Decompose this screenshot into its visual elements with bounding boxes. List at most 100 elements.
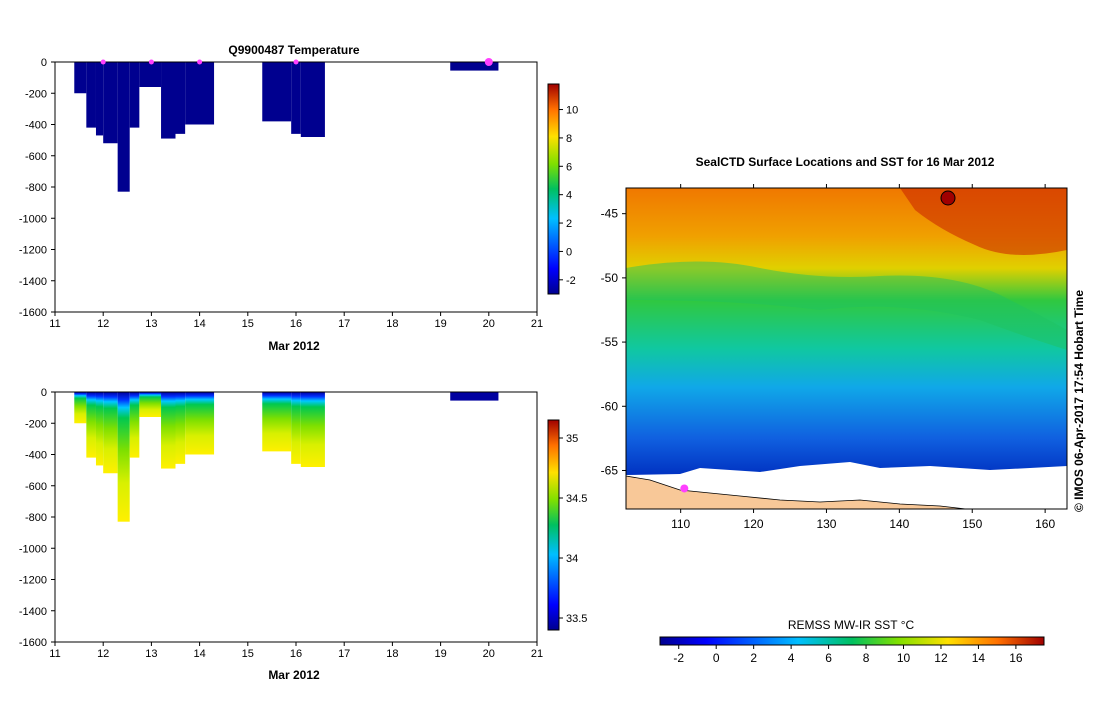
temperature-x-label: Mar 2012 xyxy=(268,339,320,353)
lon-tick-label: 160 xyxy=(1035,517,1055,531)
y-tick-label: -600 xyxy=(25,151,47,163)
y-tick-label: -1000 xyxy=(19,213,47,225)
salinity-profile-cell xyxy=(262,392,292,452)
x-tick-label: 16 xyxy=(290,648,302,660)
x-tick-label: 18 xyxy=(386,648,398,660)
sst-map-panel: SealCTD Surface Locations and SST for 16… xyxy=(601,155,1086,665)
temperature-profile-cell xyxy=(139,62,162,87)
sst-colorbar-tick-label: 8 xyxy=(863,651,870,665)
salinity-y-axis: 0 -200 -400 -600 -800 -1000 -1200 -1400 -1600 xyxy=(19,387,55,649)
temperature-profile-cell xyxy=(103,62,118,144)
temperature-y-axis: 0 -200 -400 -600 -800 -1000 -1200 -1400 -1600 xyxy=(19,57,55,319)
salinity-profile-cell xyxy=(291,392,301,464)
salinity-colorbar-ticks: 33.5 34 34.5 35 xyxy=(559,433,587,625)
x-tick-label: 19 xyxy=(434,318,446,330)
lon-tick-label: 120 xyxy=(744,517,764,531)
salinity-profile-cell xyxy=(450,392,499,401)
colorbar-tick-label: 0 xyxy=(566,246,572,258)
y-tick-label: -800 xyxy=(25,512,47,524)
salinity-profile-cell xyxy=(129,392,140,458)
temperature-profile-cell xyxy=(300,62,325,137)
temperature-profile-cell xyxy=(95,62,104,136)
x-tick-label: 17 xyxy=(338,648,350,660)
antarctica-land xyxy=(626,475,967,509)
temperature-profile-cell xyxy=(117,62,130,192)
salinity-profile-cell xyxy=(185,392,215,455)
sst-colorbar xyxy=(659,636,1045,646)
map-lat-axis: -45 -50 -55 -60 -65 xyxy=(601,207,626,477)
x-tick-label: 12 xyxy=(97,648,109,660)
colorbar-tick-label: 33.5 xyxy=(566,613,587,625)
temperature-colorbar xyxy=(547,83,560,295)
y-tick-label: -1600 xyxy=(19,307,47,319)
x-tick-label: 13 xyxy=(145,318,157,330)
x-tick-label: 21 xyxy=(531,648,543,660)
temperature-profile-cell xyxy=(175,62,186,134)
sst-colorbar-tick-label: 16 xyxy=(1009,651,1023,665)
tasmania-outline xyxy=(940,190,956,206)
x-tick-label: 12 xyxy=(97,318,109,330)
x-tick-label: 20 xyxy=(483,318,495,330)
map-title: SealCTD Surface Locations and SST for 16… xyxy=(696,155,995,169)
salinity-profile-cell xyxy=(139,392,162,417)
salinity-profile-cell xyxy=(117,392,130,522)
temperature-section-panel: Q9900487 Temperature 11 12 13 14 15 16 17 18 19 2… xyxy=(19,43,578,353)
y-tick-label: -200 xyxy=(25,418,47,430)
salinity-profile-cell xyxy=(74,392,87,424)
warm-core-patch xyxy=(900,188,1067,255)
green-front-band xyxy=(626,261,1067,350)
temperature-x-axis: 11 12 13 14 15 16 17 18 19 20 21 xyxy=(49,312,543,330)
temperature-title: Q9900487 Temperature xyxy=(228,43,360,57)
y-tick-label: 0 xyxy=(41,57,47,69)
salinity-x-label: Mar 2012 xyxy=(268,668,320,682)
lon-tick-label: 150 xyxy=(962,517,982,531)
lon-tick-label: 110 xyxy=(671,517,690,531)
colorbar-tick-label: 34 xyxy=(566,553,578,565)
colorbar-tick-label: 35 xyxy=(566,433,578,445)
sst-colorbar-tick-label: 2 xyxy=(750,651,757,665)
colorbar-tick-label: 2 xyxy=(566,218,572,230)
temperature-profile-cell xyxy=(185,62,215,125)
lat-tick-label: -50 xyxy=(601,271,619,285)
y-tick-label: -1200 xyxy=(19,575,47,587)
temperature-profile-cell xyxy=(86,62,96,128)
salinity-profile-cell xyxy=(103,392,118,474)
lat-tick-label: -65 xyxy=(601,463,619,477)
x-tick-label: 15 xyxy=(242,318,254,330)
profile-marker xyxy=(148,59,154,65)
map-credit: © IMOS 06-Apr-2017 17:54 Hobart Time xyxy=(1072,290,1086,512)
ctd-location-dot xyxy=(680,484,689,493)
sst-map xyxy=(626,188,1067,509)
x-tick-label: 19 xyxy=(434,648,446,660)
y-tick-label: -200 xyxy=(25,88,47,100)
salinity-profile-cell xyxy=(86,392,96,458)
colorbar-tick-label: 4 xyxy=(566,190,572,202)
x-tick-label: 14 xyxy=(193,318,205,330)
salinity-colorbar xyxy=(547,419,560,631)
lat-tick-label: -45 xyxy=(601,207,619,221)
temperature-profile-cell xyxy=(74,62,87,94)
sst-colorbar-tick-label: -2 xyxy=(673,651,684,665)
sst-colorbar-tick-label: 6 xyxy=(825,651,832,665)
x-tick-label: 13 xyxy=(145,648,157,660)
lat-tick-label: -55 xyxy=(601,335,619,349)
profile-marker xyxy=(293,59,299,65)
y-tick-label: 0 xyxy=(41,387,47,399)
colorbar-tick-label: -2 xyxy=(566,275,576,287)
x-tick-label: 17 xyxy=(338,318,350,330)
sst-colorbar-tick-label: 14 xyxy=(972,651,986,665)
colorbar-tick-label: 10 xyxy=(566,105,578,117)
profile-marker xyxy=(197,59,203,65)
y-tick-label: -1400 xyxy=(19,276,47,288)
temperature-profile-cell xyxy=(129,62,140,128)
y-tick-label: -1200 xyxy=(19,245,47,257)
y-tick-label: -800 xyxy=(25,182,47,194)
temperature-profile-markers xyxy=(100,58,493,66)
colorbar-tick-label: 34.5 xyxy=(566,493,587,505)
map-lon-axis: 110 120 130 140 150 160 xyxy=(671,184,1055,531)
sst-colorbar-tick-label: 4 xyxy=(788,651,795,665)
y-tick-label: -400 xyxy=(25,120,47,132)
salinity-profile-cell xyxy=(95,392,104,466)
profile-marker xyxy=(100,59,106,65)
